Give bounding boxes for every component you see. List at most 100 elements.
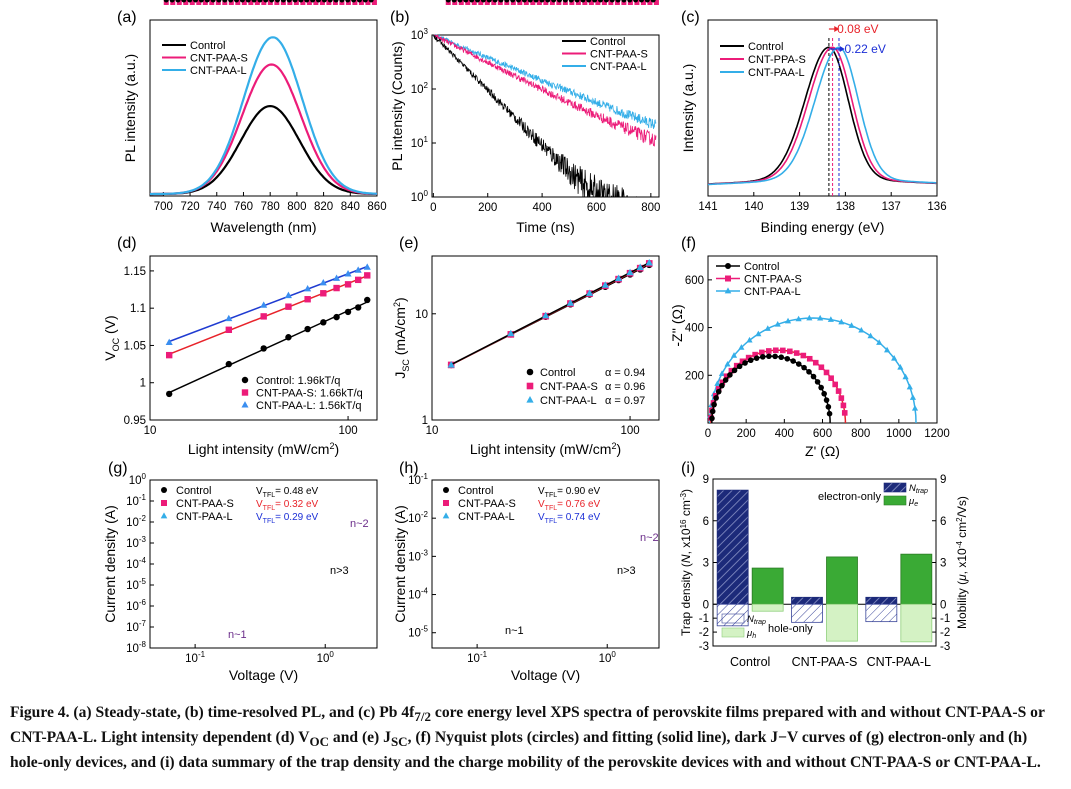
text-part: (mA/cm [392,307,408,359]
x-axis-label: Time (ns) [516,219,575,235]
x-tick-label: 840 [341,201,360,213]
x-tick-label: 1000 [886,428,912,440]
data-point [640,0,646,5]
data-point [533,0,539,3]
data-point [586,289,594,296]
data-point [840,402,847,409]
y-axis-label-right: Mobility (μ, x10-4 cm2/Vs) [955,496,969,629]
text-part: μ [955,574,969,582]
text-part: ) [392,297,408,302]
plot-frame [707,19,938,197]
data-point [497,0,503,5]
caption-sub-1: 7/2 [414,709,431,725]
y-tick-label: 0 [940,599,946,611]
data-point [586,0,592,3]
y-axis-label: PL intensity (a.u.) [122,54,138,162]
data-point [906,383,913,390]
data-point [633,0,639,3]
x-tick-label: 600 [587,202,606,214]
data-point [310,0,316,3]
subscript: OC [111,337,121,351]
data-point [821,390,827,397]
plot-frame [149,19,378,197]
data-point [235,0,241,5]
x-axis-label: Light intensity (mW/cm2) [470,441,621,457]
legend-entry: Control [458,485,493,497]
data-point [615,0,621,3]
data-point [566,299,575,306]
legend-entry: CNT-PPA-S [748,54,806,66]
data-point [304,284,312,292]
data-point [818,384,824,391]
data-point [601,281,609,288]
data-point [810,373,817,380]
data-point [556,0,562,5]
text-part: ) [334,441,339,457]
data-point [228,0,234,3]
data-point [228,0,234,5]
superscript: -4 [955,541,964,549]
bar-ntrap-electron [716,489,749,605]
panel-label: (b) [390,9,410,26]
x-axis-label: Light intensity (mW/cm2) [188,441,339,457]
x-tick-label: 136 [927,201,946,213]
data-point [793,350,800,356]
data-point [354,276,362,284]
data-point [293,0,299,5]
data-point [333,313,340,321]
legend-marker [526,382,534,390]
fit-curve [709,317,917,424]
data-point [504,0,510,3]
y-tick-label: 103 [411,27,429,42]
data-point [765,348,772,354]
data-point [731,367,738,374]
text-part: = 0.74 eV [557,512,600,523]
vtfl-label: VTFL= 0.29 eV [256,512,319,525]
tick-exponent: 0 [611,650,616,659]
x-tick-label: 139 [790,201,809,213]
text-part: = 0.90 eV [557,486,600,497]
x-tick-label: 10 [426,425,439,437]
data-point [187,0,193,3]
bar-ntrap-electron [865,596,898,605]
x-tick-label: 200 [737,428,756,440]
caption-part-1: Figure 4. (a) Steady-state, (b) time-res… [10,704,415,721]
x-tick-label: 1200 [924,428,950,440]
data-point [209,0,215,5]
data-point [800,352,807,359]
text-part: (V) [102,315,118,338]
y-tick-label: 10-2 [126,514,146,529]
data-point [225,314,233,322]
superscript: 2 [611,441,616,451]
data-point [608,0,614,5]
y-tick-label: 10 [415,309,428,321]
data-point [858,326,865,333]
data-point [709,415,715,422]
y-axis-label: -Z'' (Ω) [669,304,685,346]
data-point [196,0,202,5]
data-point [787,348,793,355]
fit-curve [710,349,847,423]
data-point [287,0,293,5]
tick-exponent: -3 [421,548,429,557]
series-line [149,63,378,196]
data-point [876,339,883,345]
data-point [730,352,738,358]
data-point [832,381,838,388]
data-point [614,274,623,282]
data-point [653,0,659,5]
y-tick-label: -2 [940,627,950,639]
data-point [165,351,173,359]
y-tick-label: 6 [703,516,709,528]
data-point [752,351,758,358]
x-tick-label: 140 [744,201,763,213]
x-tick-label: 141 [698,201,717,213]
subscript: trap [916,488,928,495]
hole-only-label: hole-only [768,623,813,635]
data-point [747,357,754,364]
data-point [516,0,522,3]
data-point [248,0,254,5]
data-point [215,0,221,5]
